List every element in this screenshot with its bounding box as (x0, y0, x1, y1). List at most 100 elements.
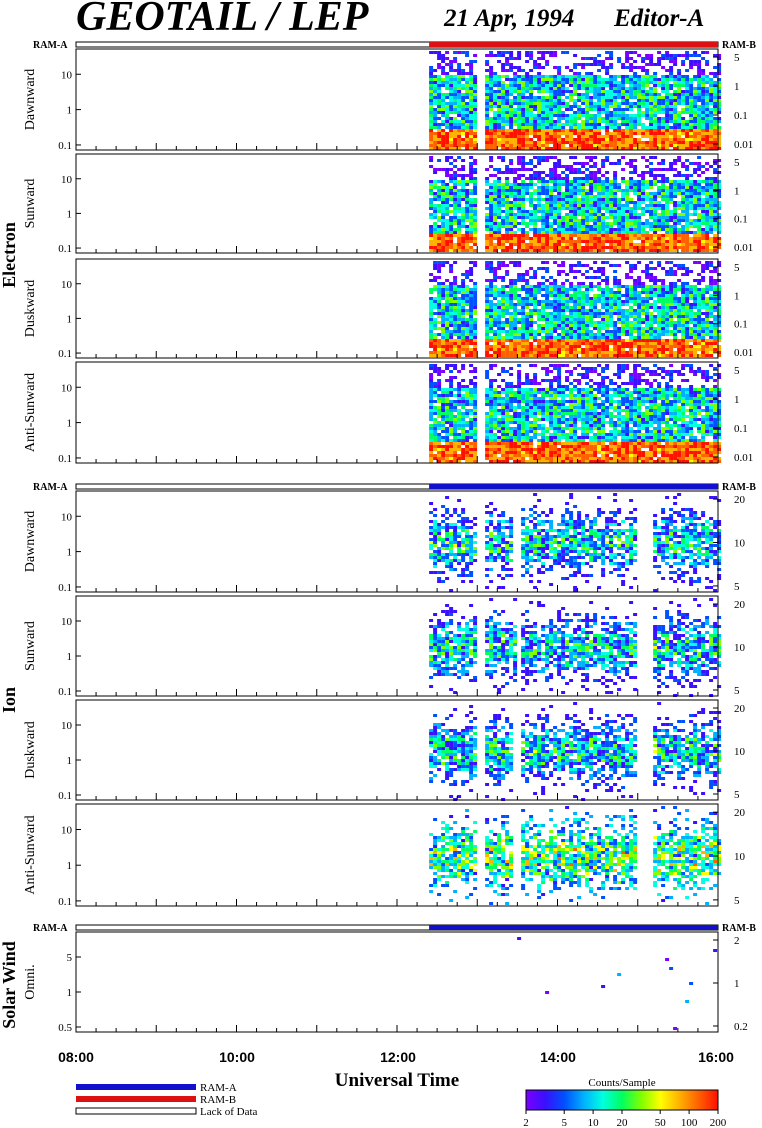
spectrogram-cell (593, 177, 598, 180)
spectrogram-cell (525, 336, 530, 339)
spectrogram-cell (537, 135, 542, 138)
spectrogram-cell (573, 66, 578, 69)
spectrogram-cell (689, 87, 694, 90)
spectrogram-cell (605, 282, 610, 285)
spectrogram-cell (445, 300, 450, 303)
spectrogram-cell (613, 114, 618, 117)
spectrogram-cell (621, 213, 626, 216)
spectrogram-cell (493, 102, 498, 105)
spectrogram-cell (569, 120, 574, 123)
spectrogram-cell (701, 114, 706, 117)
spectrogram-cell (597, 180, 602, 183)
spectrogram-cell (629, 159, 634, 162)
spectrogram-cell (465, 210, 470, 213)
spectrogram-cell (665, 201, 670, 204)
spectrogram-cell (501, 303, 506, 306)
spectrogram-cell (569, 321, 574, 324)
spectrogram-cell (561, 339, 566, 342)
spectrogram-cell (577, 213, 582, 216)
spectrogram-cell (473, 60, 478, 63)
spectrogram-cell (437, 264, 442, 267)
spectrogram-cell (521, 207, 526, 210)
spectrogram-cell (521, 276, 526, 279)
spectrogram-cell (609, 138, 614, 141)
spectrogram-cell (621, 330, 626, 333)
spectrogram-cell (445, 87, 450, 90)
spectrogram-cell (613, 195, 618, 198)
spectrogram-cell (473, 210, 478, 213)
spectrogram-cell (537, 144, 542, 147)
spectrogram-cell (573, 207, 578, 210)
spectrogram-cell (541, 342, 546, 345)
spectrogram-cell (601, 186, 606, 189)
spectrogram-cell (453, 123, 458, 126)
spectrogram-cell (573, 114, 578, 117)
spectrogram-cell (445, 288, 450, 291)
spectrogram-cell (573, 285, 578, 288)
spectrogram-cell (569, 81, 574, 84)
spectrogram-cell (677, 147, 682, 150)
spectrogram-cell (625, 249, 630, 252)
spectrogram-cell (717, 69, 722, 72)
spectrogram-cell (589, 207, 594, 210)
spectrogram-cell (717, 120, 722, 123)
spectrogram-cell (453, 198, 458, 201)
spectrogram-cell (489, 219, 494, 222)
spectrogram-cell (453, 135, 458, 138)
spectrogram-cell (625, 90, 630, 93)
spectrogram-cell (433, 249, 438, 252)
spectrogram-cell (537, 186, 542, 189)
spectrogram-cell (673, 222, 678, 225)
spectrogram-cell (693, 147, 698, 150)
spectrogram-cell (513, 141, 518, 144)
spectrogram-cell (485, 228, 490, 231)
spectrogram-cell (609, 216, 614, 219)
spectrogram-cell (461, 141, 466, 144)
spectrogram-cell (681, 234, 686, 237)
spectrogram-cell (573, 102, 578, 105)
spectrogram-cell (577, 330, 582, 333)
spectrogram-cell (649, 90, 654, 93)
spectrogram-cell (657, 222, 662, 225)
spectrogram-cell (465, 318, 470, 321)
spectrogram-cell (473, 120, 478, 123)
spectrogram-cell (709, 240, 714, 243)
spectrogram-cell (501, 81, 506, 84)
spectrogram-cell (569, 186, 574, 189)
spectrogram-cell (661, 204, 666, 207)
spectrogram-cell (553, 135, 558, 138)
spectrogram-cell (589, 306, 594, 309)
spectrogram-cell (569, 342, 574, 345)
spectrogram-cell (645, 144, 650, 147)
spectrogram-cell (681, 84, 686, 87)
spectrogram-cell (545, 195, 550, 198)
spectrogram-cell (465, 246, 470, 249)
spectrogram-cell (641, 213, 646, 216)
spectrogram-cell (653, 144, 658, 147)
spectrogram-cell (545, 288, 550, 291)
spectrogram-cell (685, 84, 690, 87)
spectrogram-cell (697, 93, 702, 96)
spectrogram-cell (649, 222, 654, 225)
spectrogram-cell (633, 243, 638, 246)
spectrogram-cell (705, 213, 710, 216)
spectrogram-cell (525, 132, 530, 135)
spectrogram-cell (453, 195, 458, 198)
spectrogram-cell (685, 213, 690, 216)
spectrogram-cell (561, 324, 566, 327)
spectrogram-cell (533, 306, 538, 309)
spectrogram-cell (461, 333, 466, 336)
spectrogram-cell (613, 312, 618, 315)
spectrogram-cell (437, 234, 442, 237)
spectrogram-cell (561, 177, 566, 180)
spectrogram-cell (589, 198, 594, 201)
spectrogram-cell (445, 126, 450, 129)
spectrogram-cell (521, 129, 526, 132)
spectrogram-cell (473, 54, 478, 57)
spectrogram-cell (541, 90, 546, 93)
spectrogram-cell (585, 93, 590, 96)
spectrogram-cell (621, 237, 626, 240)
spectrogram-cell (465, 183, 470, 186)
spectrogram-cell (625, 189, 630, 192)
spectrogram-cell (621, 315, 626, 318)
